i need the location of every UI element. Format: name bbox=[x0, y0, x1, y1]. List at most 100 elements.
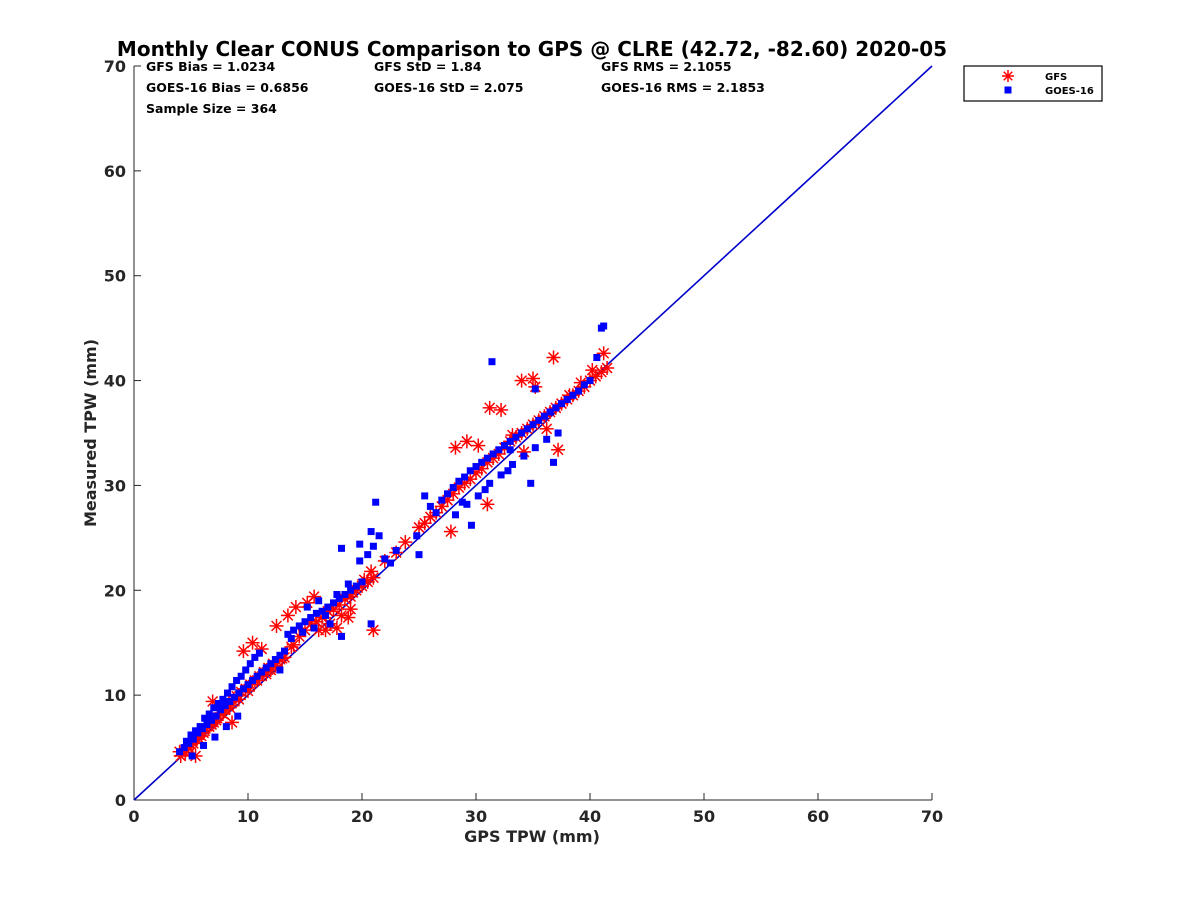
goes16-point bbox=[212, 712, 220, 720]
goes16-point bbox=[217, 706, 225, 714]
goes16-point bbox=[239, 685, 247, 693]
y-tick-label: 0 bbox=[115, 791, 126, 810]
goes16-point bbox=[188, 752, 196, 760]
series-goes-16 bbox=[176, 322, 608, 760]
x-tick-label: 40 bbox=[579, 807, 601, 826]
goes16-point bbox=[324, 603, 332, 611]
gfs-point bbox=[448, 440, 463, 455]
goes16-point bbox=[176, 748, 184, 756]
goes16-point bbox=[489, 450, 497, 458]
goes16-point bbox=[249, 676, 257, 684]
goes16-point bbox=[315, 597, 323, 605]
legend-gfs-marker bbox=[1002, 70, 1014, 82]
goes16-point bbox=[529, 421, 537, 429]
goes16-point bbox=[451, 511, 459, 519]
goes16-point bbox=[466, 467, 474, 475]
goes16-point bbox=[189, 735, 197, 743]
goes16-point bbox=[432, 509, 440, 517]
gfs-point bbox=[585, 363, 600, 378]
goes16-point bbox=[531, 385, 539, 393]
goes16-point bbox=[472, 463, 480, 471]
goes16-point bbox=[504, 467, 512, 475]
goes16-point bbox=[180, 744, 188, 752]
goes16-point bbox=[246, 660, 254, 668]
goes16-point bbox=[488, 358, 496, 366]
goes16-point bbox=[271, 655, 279, 663]
legend-box bbox=[963, 65, 1103, 102]
goes16-point bbox=[580, 381, 588, 389]
gfs-point bbox=[366, 570, 381, 585]
goes16-point bbox=[337, 544, 345, 552]
goes16-point bbox=[444, 490, 451, 498]
goes16-point bbox=[201, 714, 209, 722]
goes16-point bbox=[208, 716, 216, 724]
goes-std-text: GOES-16 StD = 2.075 bbox=[374, 80, 523, 95]
goes16-point bbox=[369, 542, 377, 550]
goes16-point bbox=[228, 683, 236, 691]
goes16-point bbox=[508, 460, 516, 468]
goes16-point bbox=[518, 429, 526, 437]
goes16-point bbox=[463, 500, 471, 508]
goes16-point bbox=[287, 635, 295, 643]
goes16-point bbox=[455, 477, 463, 485]
goes16-point bbox=[242, 666, 250, 674]
gfs-point bbox=[482, 400, 497, 415]
gfs-point bbox=[459, 434, 474, 449]
goes16-point bbox=[449, 484, 457, 492]
goes16-point bbox=[415, 551, 423, 559]
stats-block: GFS Bias = 1.0234 GFS StD = 1.84 GFS RMS… bbox=[146, 59, 765, 116]
goes16-point bbox=[222, 723, 230, 731]
goes-bias-text: GOES-16 Bias = 0.6856 bbox=[146, 80, 309, 95]
goes16-point bbox=[253, 672, 261, 680]
gfs-point bbox=[526, 371, 540, 386]
goes16-point bbox=[221, 702, 229, 710]
gfs-point bbox=[334, 608, 349, 623]
goes16-point bbox=[200, 741, 208, 749]
goes16-point bbox=[356, 540, 364, 548]
gfs-point bbox=[480, 497, 495, 512]
x-tick-label: 60 bbox=[807, 807, 829, 826]
gfs-point bbox=[343, 602, 358, 617]
goes16-point bbox=[303, 603, 311, 611]
gfs-point bbox=[443, 524, 458, 539]
one-to-one-line bbox=[133, 65, 933, 801]
axes: 0 10 20 30 40 50 60 70 0 10 20 30 40 50 60 70 bbox=[104, 57, 943, 826]
goes16-point bbox=[337, 632, 345, 640]
goes16-point bbox=[546, 408, 554, 416]
y-tick-label: 40 bbox=[104, 372, 126, 391]
goes16-point bbox=[461, 473, 469, 481]
goes16-point bbox=[569, 391, 577, 399]
goes16-point bbox=[347, 586, 355, 594]
goes16-point bbox=[381, 555, 389, 563]
goes16-point bbox=[593, 354, 601, 362]
y-tick-label: 10 bbox=[104, 686, 126, 705]
goes16-point bbox=[230, 693, 238, 701]
goes16-point bbox=[290, 626, 298, 634]
gfs-point bbox=[329, 621, 344, 636]
gfs-point bbox=[551, 442, 566, 457]
goes16-point bbox=[552, 404, 560, 412]
goes16-point bbox=[205, 710, 213, 718]
goes16-point bbox=[244, 681, 252, 689]
gfs-point bbox=[284, 639, 299, 654]
gfs-bias-text: GFS Bias = 1.0234 bbox=[146, 59, 276, 74]
x-axis-label: GPS TPW (mm) bbox=[464, 827, 600, 846]
goes16-point bbox=[575, 387, 583, 395]
goes16-point bbox=[237, 672, 245, 680]
gfs-point bbox=[412, 520, 426, 535]
x-tick-label: 50 bbox=[693, 807, 715, 826]
goes16-point bbox=[211, 733, 219, 741]
goes16-point bbox=[333, 590, 341, 598]
gfs-point bbox=[596, 346, 611, 361]
goes16-point bbox=[367, 528, 375, 536]
data-points bbox=[172, 322, 615, 763]
goes16-point bbox=[458, 498, 466, 506]
goes16-point bbox=[512, 433, 520, 441]
goes16-point bbox=[251, 653, 259, 661]
goes16-point bbox=[586, 377, 594, 385]
goes16-point bbox=[255, 649, 263, 657]
x-tick-label: 30 bbox=[465, 807, 487, 826]
sample-size-text: Sample Size = 364 bbox=[146, 101, 277, 116]
goes16-point bbox=[474, 492, 482, 500]
goes16-point bbox=[387, 559, 394, 567]
